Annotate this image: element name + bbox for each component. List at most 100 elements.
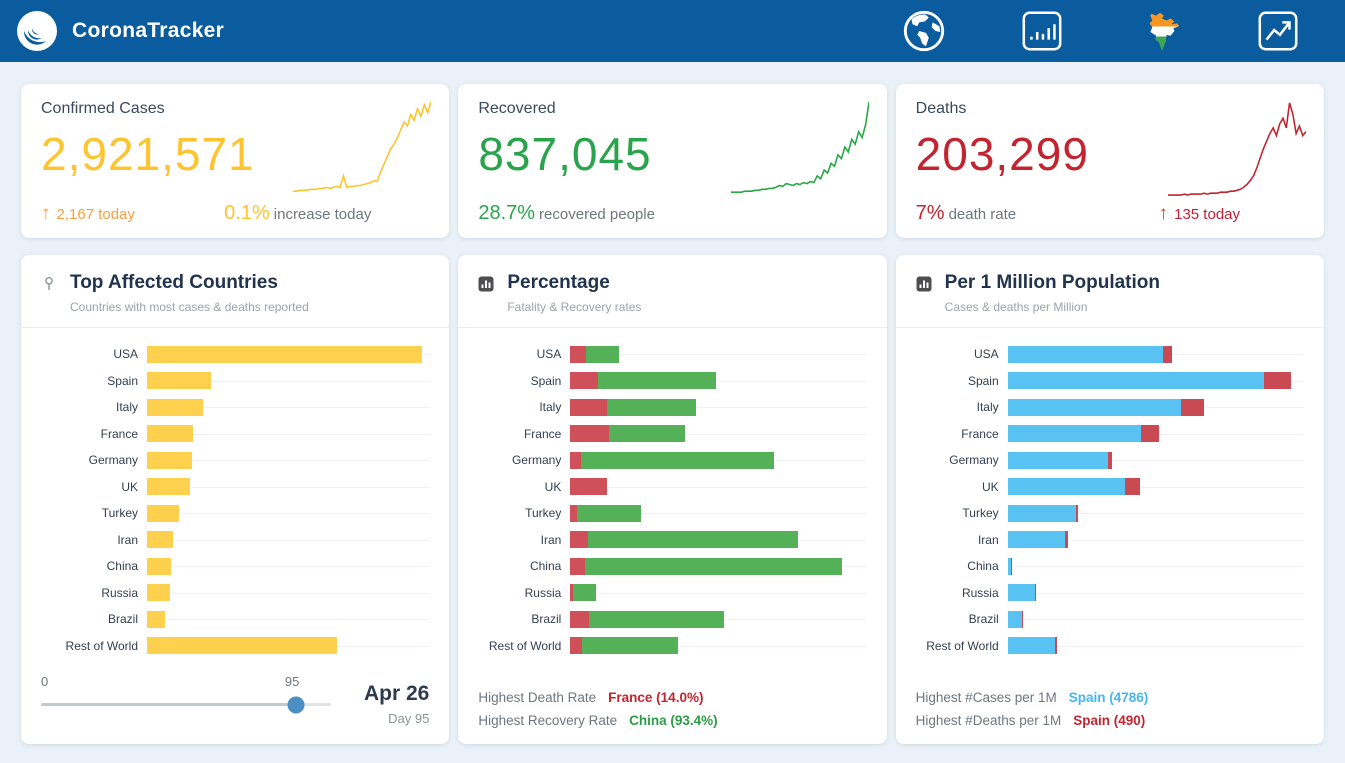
bar-row: China (478, 553, 867, 580)
bar-track (147, 637, 430, 655)
percentage-card: Percentage Fatality & Recovery rates USA… (458, 255, 887, 744)
bar-row: Iran (916, 527, 1305, 554)
day-slider[interactable]: 0 95 (41, 674, 332, 713)
bar-track (570, 398, 867, 416)
bar-chart-icon[interactable] (1017, 6, 1067, 56)
india-map-icon[interactable] (1135, 6, 1185, 56)
bar-segment (1007, 584, 1035, 602)
bar-segment (1125, 478, 1141, 496)
country-label: UK (121, 479, 138, 494)
country-label: France (100, 426, 138, 441)
dashboard: Confirmed Cases 2,921,571 ↑ 2,167 today 0… (0, 62, 1345, 763)
highest-deaths-per-1m-value: Spain (490) (1073, 713, 1146, 728)
country-label: Italy (115, 400, 138, 415)
bar-segment (588, 610, 724, 628)
country-label: Rest of World (926, 638, 999, 653)
country-label: Brazil (531, 612, 562, 627)
bar-segment (1163, 345, 1172, 363)
chart-subtitle: Countries with most cases & deaths repor… (70, 300, 309, 314)
country-label: USA (113, 347, 138, 362)
bar-segment (1007, 557, 1011, 575)
bar-row: Germany (916, 447, 1305, 474)
bar-segment (147, 557, 171, 575)
highest-death-rate-value: France (14.0%) (608, 690, 704, 705)
recovered-value: 837,045 (478, 128, 652, 180)
slider-fill (41, 703, 297, 706)
footer-label: Highest Recovery Rate (478, 713, 618, 728)
bar-row: Rest of World (478, 633, 867, 660)
highest-cases-per-1m-value: Spain (4786) (1068, 690, 1149, 705)
bar-track (1007, 478, 1305, 496)
bar-track (147, 425, 430, 443)
stat-label: Deaths (915, 100, 967, 117)
bar-segment (570, 504, 578, 522)
globe-icon[interactable] (899, 6, 949, 56)
footer-label: Highest #Cases per 1M (915, 690, 1057, 705)
bar-row: UK (41, 474, 430, 501)
country-label: Russia (961, 585, 999, 600)
slider-track[interactable] (41, 696, 332, 713)
bar-segment (1007, 451, 1108, 469)
stat-label: Confirmed Cases (41, 100, 165, 117)
country-label: France (961, 426, 999, 441)
bar-track (1007, 557, 1305, 575)
corona-tracker-logo-icon (16, 10, 58, 52)
bar-track (147, 345, 430, 363)
bar-segment (570, 425, 609, 443)
bar-segment (147, 398, 203, 416)
bar-segment (570, 451, 582, 469)
country-label: Spain (530, 373, 562, 388)
bar-row: Brazil (916, 606, 1305, 633)
country-label: Turkey (962, 506, 999, 521)
country-label: Spain (967, 373, 999, 388)
deaths-value: 203,299 (915, 128, 1089, 180)
percentage-bar-chart: USA Spain Italy France Germany UK Turkey Iran Ch… (458, 328, 886, 678)
chart-title: Percentage (507, 272, 610, 293)
stat-label: Recovered (478, 100, 556, 117)
bar-segment (147, 531, 173, 549)
confirmed-cases-card: Confirmed Cases 2,921,571 ↑ 2,167 today 0… (21, 84, 450, 238)
selected-day: Day 95 (388, 711, 430, 726)
footer-label: Highest Death Rate (478, 690, 597, 705)
bar-segment (585, 557, 842, 575)
bar-track (1007, 372, 1305, 390)
increase-percent: 0.1% (224, 202, 270, 224)
bar-segment (570, 531, 588, 549)
bar-segment (1064, 531, 1069, 549)
country-label: Germany (511, 453, 562, 468)
bar-track (570, 451, 867, 469)
country-label: Iran (117, 532, 138, 547)
country-label: Russia (101, 585, 138, 600)
bar-segment (587, 531, 798, 549)
trend-chart-icon[interactable] (1253, 6, 1303, 56)
bar-row: Italy (478, 394, 867, 421)
bar-row: France (478, 421, 867, 448)
bar-segment (1007, 478, 1126, 496)
brand-home-link[interactable]: CoronaTracker (16, 10, 224, 52)
bar-segment (1007, 398, 1181, 416)
bar-row: Turkey (916, 500, 1305, 527)
bar-row: Turkey (41, 500, 430, 527)
bar-segment (570, 610, 589, 628)
country-label: Spain (107, 373, 138, 388)
bar-segment (147, 451, 192, 469)
up-arrow-icon: ↑ (1158, 203, 1169, 224)
bar-row: Rest of World (41, 633, 430, 660)
country-label: Germany (949, 453, 999, 468)
bar-segment (577, 504, 642, 522)
bar-row: China (41, 553, 430, 580)
bar-track (570, 372, 867, 390)
bar-row: China (916, 553, 1305, 580)
country-label: Iran (977, 532, 999, 547)
slider-handle[interactable] (287, 696, 305, 713)
country-label: Italy (976, 400, 999, 415)
navbar-icons (899, 6, 1303, 56)
bar-segment (1007, 637, 1056, 655)
country-label: USA (973, 347, 999, 362)
navbar: CoronaTracker (0, 0, 1345, 62)
slider-min-label: 0 (41, 674, 49, 689)
bar-row: Spain (916, 368, 1305, 395)
bar-track (147, 451, 430, 469)
bar-segment (598, 372, 716, 390)
bar-row: Spain (478, 368, 867, 395)
